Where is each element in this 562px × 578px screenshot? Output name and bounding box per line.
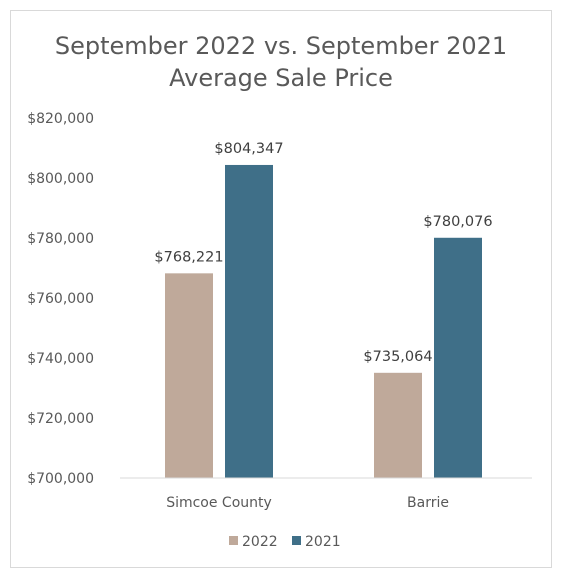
y-tick-label: $820,000 bbox=[27, 111, 94, 127]
y-tick-label: $740,000 bbox=[27, 351, 94, 367]
legend-swatch-2021 bbox=[292, 536, 301, 545]
y-tick-label: $720,000 bbox=[27, 411, 94, 427]
bars bbox=[165, 164, 482, 479]
data-label: $780,076 bbox=[423, 214, 492, 230]
data-label: $768,221 bbox=[154, 249, 223, 265]
legend-label-2021: 2021 bbox=[305, 534, 341, 550]
legend: 2022 2021 bbox=[229, 534, 341, 550]
y-tick-label: $700,000 bbox=[27, 471, 94, 487]
data-label: $735,064 bbox=[363, 349, 432, 365]
x-tick-label: Barrie bbox=[407, 495, 449, 511]
y-axis-ticks: $700,000 $720,000 $740,000 $760,000 $780,000… bbox=[27, 111, 94, 487]
y-tick-label: $800,000 bbox=[27, 171, 94, 187]
y-tick-label: $760,000 bbox=[27, 291, 94, 307]
data-label: $804,347 bbox=[214, 141, 283, 157]
bar-2021-simcoe-county bbox=[225, 164, 273, 479]
x-tick-label: Simcoe County bbox=[166, 495, 272, 511]
bar-2022-barrie bbox=[374, 372, 422, 478]
chart-title-line-2: Average Sale Price bbox=[169, 64, 393, 92]
y-tick-label: $780,000 bbox=[27, 231, 94, 247]
chart-title-line-1: September 2022 vs. September 2021 bbox=[55, 32, 507, 60]
legend-label-2022: 2022 bbox=[242, 534, 278, 550]
legend-swatch-2022 bbox=[229, 536, 238, 545]
x-axis-ticks: Simcoe County Barrie bbox=[166, 495, 449, 511]
data-labels: $768,221 $735,064 $804,347 $780,076 bbox=[154, 141, 492, 365]
bar-2022-simcoe-county bbox=[165, 273, 213, 478]
bar-2021-barrie bbox=[434, 237, 482, 478]
